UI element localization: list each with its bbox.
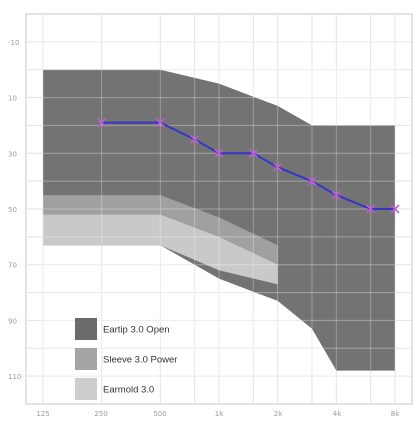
x-tick-label: 1k bbox=[215, 410, 224, 418]
series-point bbox=[366, 204, 376, 214]
legend-label: Sleeve 3.0 Power bbox=[103, 355, 177, 366]
x-tick-label: 4k bbox=[333, 410, 342, 418]
legend-item: Sleeve 3.0 Power bbox=[75, 348, 177, 370]
legend-swatch bbox=[75, 378, 97, 400]
legend-swatch bbox=[75, 318, 97, 340]
legend: Eartip 3.0 Open Sleeve 3.0 Power Earmold 3… bbox=[75, 318, 177, 400]
x-tick-label: 2k bbox=[274, 410, 283, 418]
series-point bbox=[331, 190, 341, 200]
hearing-threshold-series bbox=[97, 118, 400, 214]
legend-item: Earmold 3.0 bbox=[75, 378, 154, 400]
legend-swatch bbox=[75, 348, 97, 370]
x-tick-label: 500 bbox=[153, 410, 166, 418]
x-tick-label: 125 bbox=[36, 410, 49, 418]
y-tick-label: 30 bbox=[8, 150, 17, 158]
legend-label: Eartip 3.0 Open bbox=[103, 325, 170, 336]
legend-label: Earmold 3.0 bbox=[103, 385, 154, 396]
series-point bbox=[155, 118, 165, 128]
axis-ticks: -10 10 30 50 70 90 110 125 250 500 1k 2k 4k 8k bbox=[8, 39, 400, 418]
y-tick-label: 50 bbox=[8, 206, 17, 214]
y-tick-label: 10 bbox=[8, 95, 17, 103]
band-2 bbox=[43, 214, 278, 285]
x-tick-label: 250 bbox=[94, 410, 107, 418]
series-point bbox=[273, 162, 283, 172]
fitting-range-bands bbox=[42, 41, 396, 377]
y-tick-label: 70 bbox=[8, 262, 17, 270]
series-point bbox=[307, 176, 317, 186]
x-tick-label: 8k bbox=[391, 410, 400, 418]
series-point bbox=[190, 134, 200, 144]
series-point bbox=[214, 148, 224, 158]
legend-item: Eartip 3.0 Open bbox=[75, 318, 170, 340]
series-point bbox=[390, 204, 400, 214]
series-line-0 bbox=[101, 121, 395, 210]
y-tick-label: 90 bbox=[8, 317, 17, 325]
series-point bbox=[97, 118, 107, 128]
y-tick-label: -10 bbox=[8, 39, 19, 47]
y-tick-label: 110 bbox=[8, 373, 21, 381]
series-point bbox=[248, 148, 258, 158]
